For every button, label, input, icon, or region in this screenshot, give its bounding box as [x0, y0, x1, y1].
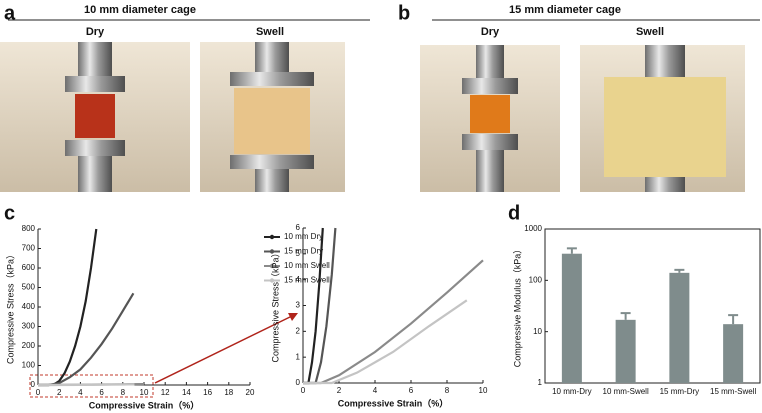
legend-label: 15 mm Swell [284, 276, 330, 285]
legend-label: 15 mm Dry [284, 247, 323, 256]
y-tick-label: 0 [31, 380, 36, 389]
x-tick-label: 4 [78, 388, 83, 397]
y-tick-label: 400 [22, 302, 36, 311]
y-tick-label: 1 [296, 352, 301, 361]
x-tick-label: 2 [337, 386, 342, 395]
x-tick-label: 18 [224, 388, 233, 397]
x-tick-label: 6 [99, 388, 104, 397]
x-tick-label: 0 [301, 386, 306, 395]
x-tick-label: 10 mm-Dry [552, 387, 592, 396]
photo [200, 42, 345, 192]
y-tick-label: 300 [22, 322, 36, 331]
x-tick-label: 8 [445, 386, 450, 395]
x-tick-label: 20 [246, 388, 255, 397]
y-tick-label: 1000 [524, 224, 542, 233]
panel-letter: b [398, 2, 410, 24]
bar [561, 253, 582, 383]
y-tick-label: 200 [22, 341, 36, 350]
photo-label: Dry [481, 26, 500, 38]
y-tick-label: 0 [296, 378, 301, 387]
x-tick-label: 0 [36, 388, 41, 397]
photo [580, 45, 745, 192]
x-tick-label: 10 mm-Swell [603, 387, 649, 396]
y-axis-label: Compressive Stress（kPa） [5, 250, 15, 364]
legend-label: 10 mm Swell [284, 261, 330, 270]
y-tick-label: 2 [296, 326, 301, 335]
panel-title: 10 mm diameter cage [84, 4, 196, 16]
x-tick-label: 2 [57, 388, 62, 397]
x-tick-label: 15 mm-Dry [660, 387, 700, 396]
legend-marker [269, 249, 275, 254]
y-axis-label: Compressive Modulus（kPa） [512, 245, 522, 368]
x-tick-label: 10 [140, 388, 149, 397]
legend-marker [269, 234, 275, 240]
arrow-head [288, 313, 298, 321]
y-tick-label: 100 [529, 275, 543, 284]
zoom-box [29, 374, 154, 398]
x-tick-label: 16 [203, 388, 212, 397]
y-tick-label: 3 [296, 301, 301, 310]
plot-frame [544, 228, 761, 384]
panel-letter: a [4, 2, 16, 24]
panel-letter: c [4, 202, 15, 224]
x-tick-label: 10 [479, 386, 488, 395]
photo-label: Swell [256, 26, 284, 38]
y-tick-label: 6 [296, 223, 301, 232]
legend-marker [269, 263, 275, 269]
y-axis-label: Compressive Stress（kPa） [270, 248, 280, 362]
x-tick-label: 8 [121, 388, 126, 397]
y-tick-label: 100 [22, 361, 36, 370]
zoom-arrow [154, 315, 293, 384]
y-tick-label: 800 [22, 224, 36, 233]
panel-title: 15 mm diameter cage [509, 4, 621, 16]
panel-letter: d [508, 202, 520, 224]
y-tick-label: 4 [296, 275, 301, 284]
legend-label: 10 mm Dry [284, 232, 323, 241]
photo-label: Dry [86, 26, 105, 38]
x-tick-label: 12 [161, 388, 170, 397]
y-tick-label: 5 [296, 249, 301, 258]
data-line [303, 259, 484, 385]
data-line [38, 383, 135, 387]
bar [615, 319, 636, 383]
x-tick-label: 15 mm-Swell [710, 387, 756, 396]
y-tick-label: 10 [533, 327, 542, 336]
y-tick-label: 1 [538, 378, 543, 387]
x-tick-label: 14 [182, 388, 191, 397]
x-tick-label: 4 [373, 386, 378, 395]
y-tick-label: 600 [22, 263, 36, 272]
data-line [38, 292, 135, 387]
x-axis-label: Compressive Strain（%） [89, 400, 200, 410]
photo [420, 45, 560, 192]
photo [0, 42, 190, 192]
x-tick-label: 6 [409, 386, 414, 395]
photo-label: Swell [636, 26, 664, 38]
x-axis-label: Compressive Strain（%） [338, 398, 449, 408]
data-line [303, 299, 468, 385]
bar [669, 272, 690, 383]
bar [723, 324, 744, 383]
y-tick-label: 700 [22, 244, 36, 253]
legend-marker [269, 278, 275, 283]
y-tick-label: 500 [22, 283, 36, 292]
